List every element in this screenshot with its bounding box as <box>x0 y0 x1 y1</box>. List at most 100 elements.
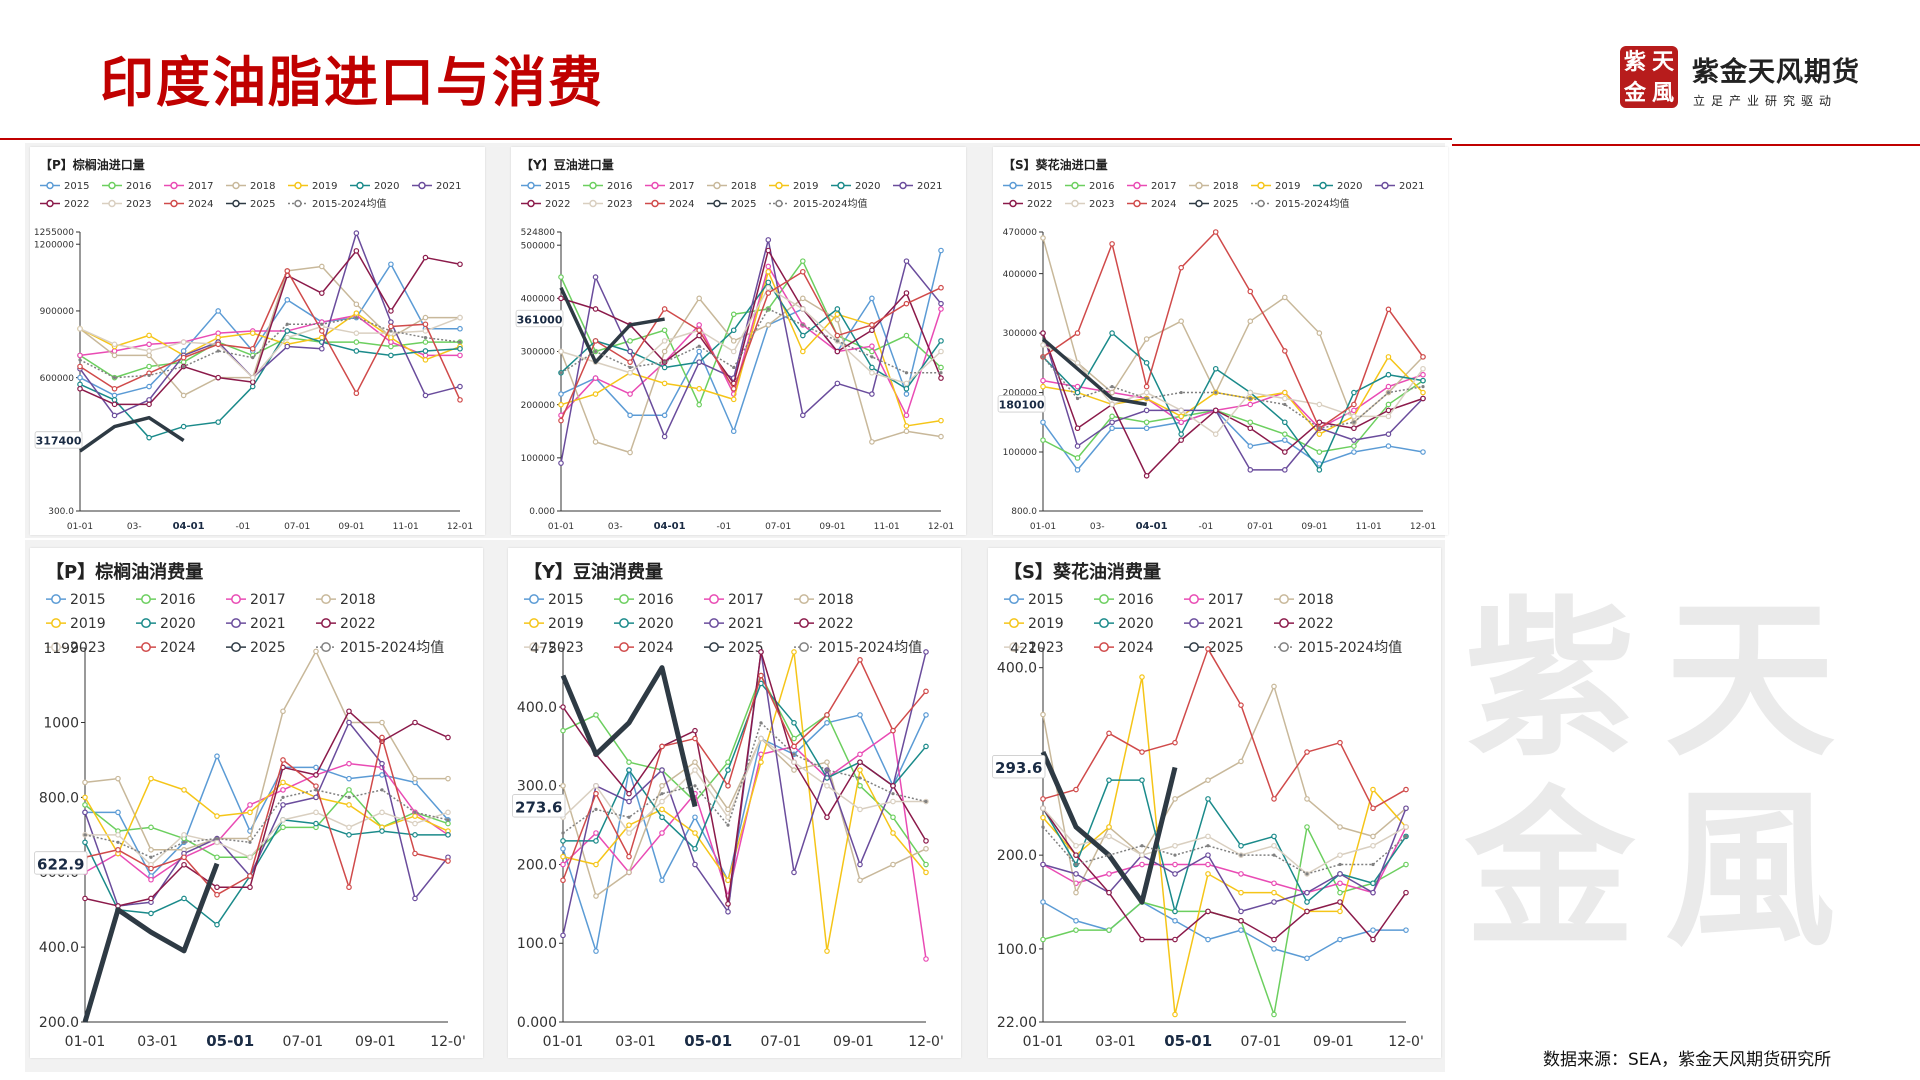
data-point <box>730 348 737 355</box>
data-point <box>558 274 564 280</box>
data-point <box>346 824 352 831</box>
series-line <box>1042 808 1407 913</box>
data-point <box>389 329 393 333</box>
data-point <box>353 301 360 308</box>
data-point <box>627 359 633 365</box>
legend-label: 2015 <box>1028 592 1064 608</box>
callout-box <box>512 794 566 818</box>
data-point <box>725 759 731 765</box>
data-point <box>857 782 863 789</box>
data-point <box>1143 360 1150 366</box>
legend-swatch-marker <box>1195 181 1203 190</box>
data-point <box>923 956 929 962</box>
data-point <box>626 869 632 876</box>
data-point <box>1173 853 1177 857</box>
data-point <box>284 328 291 334</box>
data-point <box>696 385 702 392</box>
data-point <box>1143 336 1150 342</box>
data-point <box>1212 229 1219 235</box>
y-tick-label: 400.0 <box>997 661 1037 677</box>
data-point <box>857 861 863 868</box>
data-point <box>1172 1011 1178 1018</box>
data-point <box>560 727 566 734</box>
data-point <box>560 932 566 939</box>
data-point <box>1040 861 1046 868</box>
data-point <box>422 339 429 345</box>
data-point <box>1073 927 1079 933</box>
data-point <box>758 672 764 679</box>
legend-label: 2021 <box>1399 181 1424 192</box>
data-point <box>938 338 944 344</box>
data-point <box>765 268 772 275</box>
data-point <box>346 832 352 838</box>
data-point <box>938 284 944 291</box>
watermark-char: 天 <box>1664 580 1835 780</box>
data-point <box>1304 796 1310 802</box>
legend-label: 2025 <box>250 640 286 656</box>
data-point <box>457 314 463 321</box>
data-point <box>180 348 187 354</box>
legend-swatch-marker <box>108 199 116 208</box>
legend-label: 2022 <box>818 616 854 632</box>
legend-label: 2020 <box>374 181 399 192</box>
data-point <box>388 323 394 330</box>
data-point <box>1282 395 1288 402</box>
data-point <box>182 840 186 844</box>
data-point <box>280 817 286 823</box>
data-point <box>659 743 665 750</box>
data-point <box>214 753 220 759</box>
legend-swatch-marker <box>799 642 809 653</box>
x-tick-label: 12-0' <box>430 1034 466 1050</box>
data-point <box>791 767 797 773</box>
data-point <box>215 374 221 381</box>
data-point <box>445 809 451 816</box>
chart-p-import: 【P】棕榈油进口量 2015 2016 2017 2018 2019 2020 2021 202… <box>34 157 473 532</box>
data-point <box>247 809 253 816</box>
data-point <box>1139 749 1145 755</box>
data-point <box>661 380 668 387</box>
data-point <box>181 895 187 902</box>
data-point <box>247 802 253 808</box>
data-point <box>1109 419 1115 426</box>
legend-label: 2021 <box>250 616 286 632</box>
chart-group: 【S】葵花油进口量 2015 2016 2017 2018 2019 2020 2021 202… <box>997 157 1436 532</box>
data-point <box>313 764 319 771</box>
legend-swatch-marker <box>141 642 151 653</box>
legend-label: 2015-2024均值 <box>312 197 387 210</box>
data-point <box>1143 389 1150 396</box>
chart-group: 【Y】豆油进口量 2015 2016 2017 2018 2019 2020 2021 2022… <box>515 157 954 532</box>
watermark-char: 紫 <box>1464 580 1635 780</box>
series-line <box>1042 409 1424 471</box>
data-point <box>758 759 764 765</box>
callout-value: 361000 <box>517 313 563 326</box>
data-point <box>766 307 770 311</box>
data-point <box>214 884 220 891</box>
data-point <box>111 341 118 348</box>
data-point <box>1106 889 1112 896</box>
data-point <box>1337 871 1343 877</box>
data-point <box>659 814 665 821</box>
data-point <box>791 720 797 726</box>
data-point <box>758 649 764 655</box>
data-point <box>759 721 763 725</box>
data-point <box>725 877 731 884</box>
data-point <box>730 396 737 403</box>
series-line <box>1042 901 1406 960</box>
data-point <box>1247 419 1254 426</box>
series-line <box>1042 826 1407 1016</box>
series-line <box>79 232 461 417</box>
data-point <box>560 782 566 789</box>
legend-swatch-marker <box>1009 642 1019 653</box>
data-point <box>696 295 702 302</box>
legend-label: 2015 <box>545 181 570 192</box>
data-point <box>353 230 360 236</box>
data-point <box>1074 455 1081 461</box>
legend-label: 2020 <box>1118 616 1154 632</box>
data-point <box>1040 814 1046 821</box>
data-point <box>388 261 394 268</box>
legend-label: 2015 <box>1027 181 1052 192</box>
data-point <box>1040 936 1046 943</box>
data-point <box>938 375 944 381</box>
series-line <box>1041 337 1147 407</box>
data-point <box>1271 889 1277 896</box>
